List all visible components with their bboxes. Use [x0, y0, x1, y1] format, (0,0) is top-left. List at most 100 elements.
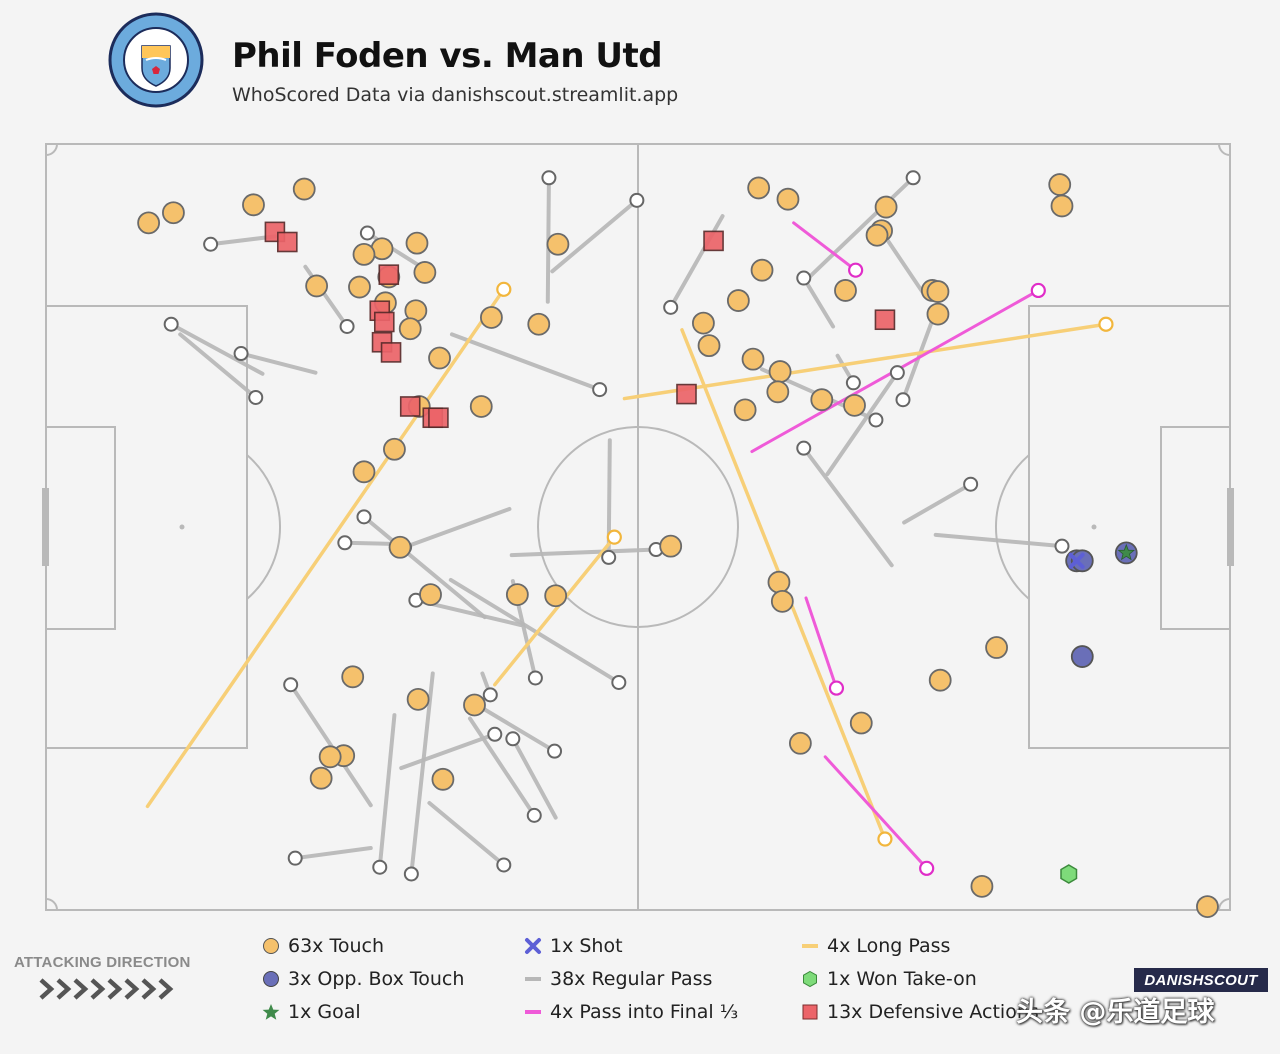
regular-pass-end	[233, 346, 249, 362]
touch-marker	[697, 334, 721, 358]
touch-marker	[352, 460, 376, 484]
won-takeon-hexagon-icon	[797, 969, 823, 989]
legend-label: 1x Shot	[550, 935, 623, 957]
regular-pass-line	[801, 276, 836, 329]
regular-pass-line	[288, 682, 373, 808]
regular-pass-line	[801, 446, 894, 568]
legend-item-opp-box-touch: 3x Opp. Box Touch	[258, 965, 464, 993]
regular-pass-end	[283, 677, 299, 693]
right-penalty-box	[1028, 305, 1231, 749]
regular-pass-end	[496, 857, 512, 873]
legend-label: 4x Long Pass	[827, 935, 951, 957]
long-pass-layer	[145, 287, 1108, 841]
defensive-action-square-icon	[797, 1002, 823, 1022]
regular-pass-line	[510, 736, 558, 820]
regular-pass-end	[629, 192, 645, 208]
touch-marker	[750, 258, 774, 282]
legend-label: 1x Won Take-on	[827, 968, 977, 990]
header: Phil Foden vs. Man Utd WhoScored Data vi…	[108, 12, 808, 112]
watermark: 头条 @乐道足球	[1016, 997, 1215, 1028]
regular-pass-line-icon	[520, 969, 546, 989]
regular-pass-line	[399, 732, 497, 771]
touch-marker	[305, 274, 329, 298]
regular-pass-line	[402, 506, 512, 550]
touch-marker	[428, 346, 451, 370]
touch-marker	[318, 745, 342, 769]
regular-pass-end	[527, 670, 543, 686]
touch-marker	[292, 177, 316, 201]
attacking-direction-arrows-icon	[39, 978, 174, 1000]
defensive-action-marker	[703, 230, 724, 252]
touch-marker	[162, 201, 185, 225]
defensive-action-marker	[378, 264, 400, 285]
legend-item-won-takeon: 1x Won Take-on	[797, 965, 977, 993]
regular-pass-end	[868, 412, 884, 428]
defensive-action-marker	[373, 311, 395, 333]
regular-pass-line	[361, 514, 487, 620]
long-pass-end	[496, 281, 512, 297]
touch-marker	[926, 302, 950, 326]
touch-marker	[544, 584, 568, 608]
regular-pass-line	[509, 547, 659, 558]
legend-label: 13x Defensive Actions	[827, 1001, 1039, 1023]
opp-box-touch-marker-icon	[258, 969, 284, 989]
touch-marker	[928, 668, 952, 692]
regular-pass-line	[668, 214, 725, 310]
final-third-pass-line	[792, 221, 858, 272]
regular-pass-end	[359, 225, 375, 241]
touch-marker	[1196, 895, 1219, 919]
touch-marker	[766, 380, 790, 404]
left-goal	[42, 488, 49, 566]
touch-marker	[768, 360, 792, 383]
legend-label: 4x Pass into Final ⅓	[550, 1001, 739, 1023]
chart-subtitle: WhoScored Data via danishscout.streamlit…	[232, 84, 679, 106]
touch-marker	[546, 232, 570, 256]
centre-circle	[537, 426, 739, 628]
legend-item-regular-pass: 38x Regular Pass	[520, 965, 712, 993]
corner-arc-tl	[45, 143, 58, 156]
touch-marker	[985, 636, 1008, 659]
regular-pass-line	[933, 532, 1064, 549]
defensive-action-marker	[277, 231, 298, 253]
regular-pass-end	[905, 170, 921, 186]
right-penalty-arc	[995, 454, 1030, 600]
touch-marker	[406, 687, 430, 711]
touch-marker	[741, 347, 765, 371]
final-third-pass-end	[919, 860, 935, 876]
regular-pass-line	[449, 332, 602, 392]
pitch-markings	[45, 143, 1231, 911]
regular-pass-end	[356, 509, 372, 525]
long-pass-end	[606, 529, 622, 545]
touch-marker	[692, 311, 715, 335]
corner-arc-br	[1218, 898, 1231, 911]
touch-marker	[788, 731, 812, 755]
regular-pass-line	[902, 482, 973, 525]
touch-marker	[383, 437, 406, 461]
regular-pass-end	[592, 382, 608, 398]
regular-pass-end	[796, 440, 812, 456]
touch-marker	[388, 535, 412, 559]
touch-marker	[309, 766, 333, 790]
goal-marker	[1117, 543, 1135, 561]
final-third-pass-end	[848, 262, 864, 278]
regular-pass-end	[611, 674, 627, 690]
touch-marker	[405, 231, 429, 255]
defensive-action-marker	[399, 396, 421, 417]
final-third-pass-end	[1030, 282, 1046, 299]
regular-pass-end	[889, 365, 905, 381]
pitch-spots	[179, 524, 1097, 530]
regular-pass-line	[239, 351, 318, 375]
opp-box-touch-marker	[1070, 645, 1094, 668]
regular-pass-line	[293, 846, 373, 861]
touch-marker-icon	[258, 936, 284, 956]
regular-pass-line	[169, 322, 265, 376]
right-goal	[1227, 488, 1234, 566]
long-pass-line-icon	[797, 936, 823, 956]
touch-marker	[480, 306, 503, 329]
pass-end-layer	[163, 170, 1114, 882]
touch-marker	[849, 711, 873, 735]
touch-marker	[726, 289, 750, 312]
regular-pass-end	[526, 807, 542, 823]
regular-pass-end	[895, 392, 911, 408]
regular-pass-end	[287, 850, 303, 866]
